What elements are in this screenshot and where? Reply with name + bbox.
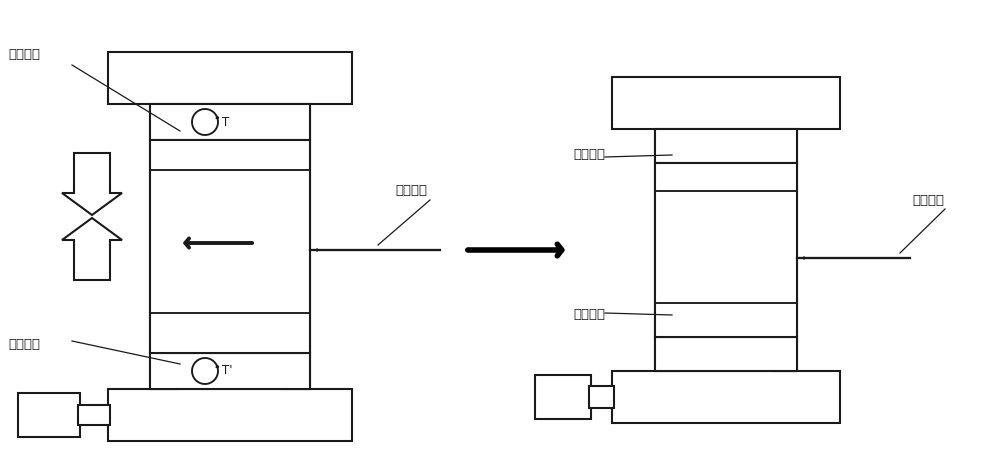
- Bar: [612, 371, 840, 423]
- Text: T': T': [222, 364, 233, 377]
- Bar: [655, 129, 679, 371]
- Bar: [150, 140, 310, 353]
- Text: 低速转子: 低速转子: [573, 308, 605, 321]
- Bar: [655, 337, 797, 371]
- Text: 高速转子: 高速转子: [8, 49, 40, 62]
- Bar: [773, 129, 797, 371]
- Polygon shape: [62, 218, 122, 280]
- Bar: [108, 52, 352, 104]
- Bar: [589, 386, 614, 408]
- Bar: [108, 389, 352, 441]
- Bar: [655, 163, 797, 337]
- Text: 高速转子: 高速转子: [573, 149, 605, 162]
- Bar: [18, 393, 80, 437]
- Text: 霍尔探头: 霍尔探头: [395, 184, 427, 198]
- Polygon shape: [62, 153, 122, 215]
- Bar: [150, 104, 310, 140]
- Bar: [612, 77, 840, 129]
- Text: 霍尔探头: 霍尔探头: [912, 194, 944, 207]
- Bar: [150, 104, 177, 389]
- Bar: [283, 104, 310, 389]
- Bar: [535, 375, 591, 419]
- Bar: [78, 405, 110, 425]
- Bar: [655, 129, 797, 163]
- Bar: [150, 353, 310, 389]
- Text: T: T: [222, 115, 229, 129]
- Text: 低速转子: 低速转子: [8, 338, 40, 351]
